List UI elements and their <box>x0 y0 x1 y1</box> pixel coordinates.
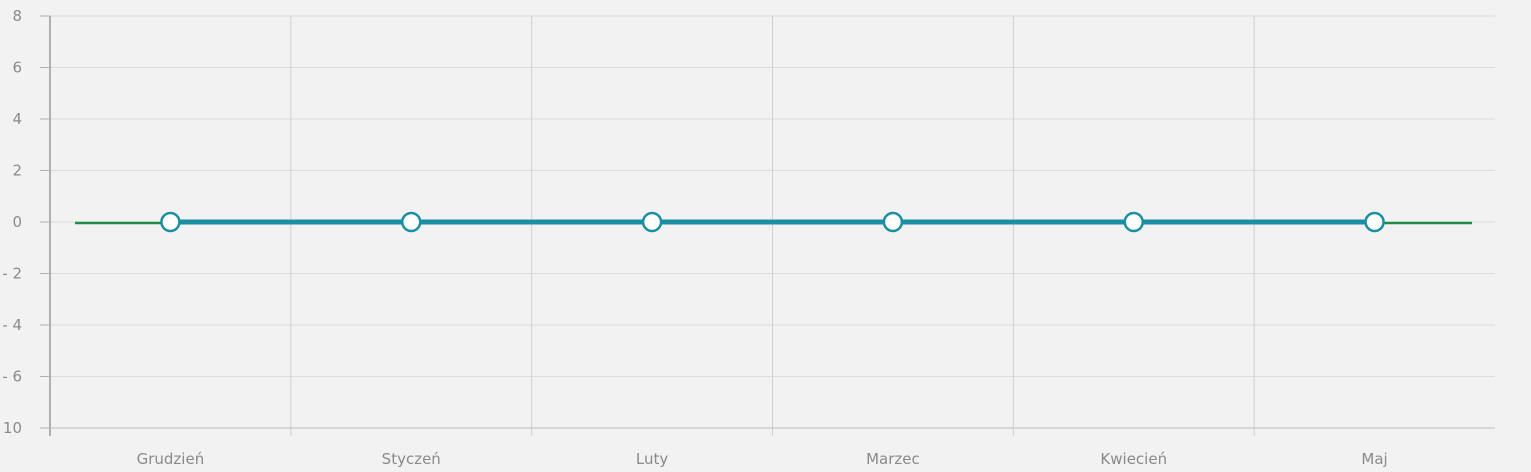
y-tick-label: 0 <box>12 213 22 231</box>
y-tick-label: 2 <box>12 162 22 180</box>
data-point <box>160 211 181 233</box>
x-axis-ticks: Grudzień Styczeń Luty Marzec Kwiecień Maj <box>137 450 1388 468</box>
series-layer <box>75 211 1472 233</box>
x-tick-label: Maj <box>1361 450 1387 468</box>
data-point <box>641 211 663 233</box>
x-tick-label: Marzec <box>866 450 920 468</box>
y-axis-ticks: 8 6 4 2 0 - 2 - 4 - 6 10 <box>2 7 50 437</box>
axes <box>49 16 1495 436</box>
data-point <box>1123 211 1144 233</box>
y-tick-label: 8 <box>12 7 22 25</box>
x-tick-label: Kwiecień <box>1100 450 1167 468</box>
x-tick-label: Luty <box>636 450 668 468</box>
grid-lines <box>50 15 1495 436</box>
y-tick-label: - 4 <box>2 316 22 334</box>
x-tick-label: Grudzień <box>137 450 205 468</box>
data-point <box>882 211 904 233</box>
y-tick-label: 4 <box>12 110 22 128</box>
x-tick-label: Styczeń <box>382 450 441 468</box>
y-tick-label: 6 <box>12 59 22 77</box>
data-point <box>1364 211 1385 233</box>
y-tick-label: - 6 <box>2 368 22 386</box>
y-tick-label: - 2 <box>2 265 22 283</box>
y-tick-label: 10 <box>3 419 22 437</box>
data-point <box>401 211 422 233</box>
